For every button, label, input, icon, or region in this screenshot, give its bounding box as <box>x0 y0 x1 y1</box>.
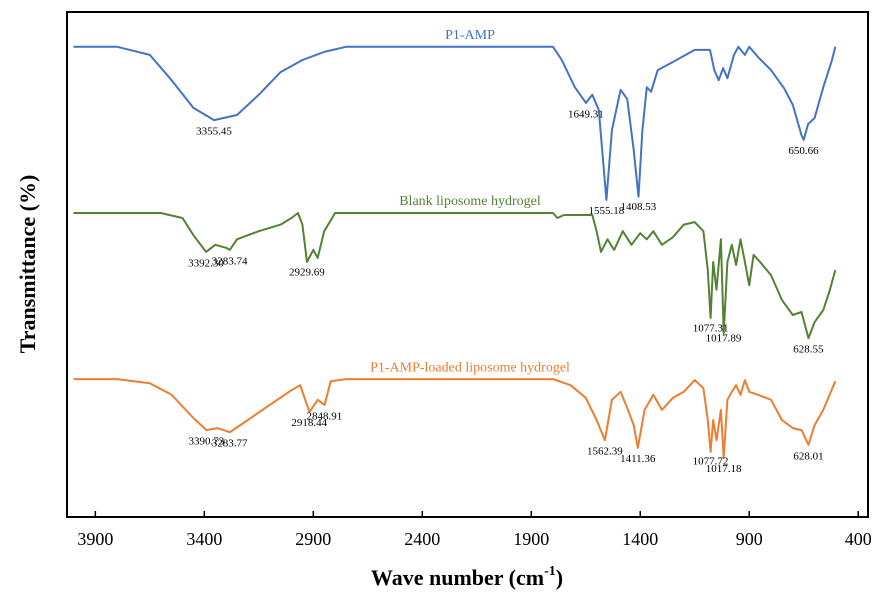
peak-label: 2848.91 <box>307 410 343 422</box>
peak-label: 3283.74 <box>212 255 248 267</box>
spectrum-line <box>73 378 837 459</box>
peak-label: 3355.45 <box>196 126 232 138</box>
plot-frame <box>66 11 869 518</box>
peak-label: 3390.73 <box>188 436 224 448</box>
spectrum-line <box>73 45 837 201</box>
peak-label: 2918.44 <box>291 417 327 429</box>
y-axis-label: Transmittance (%) <box>15 175 40 354</box>
peak-label: 628.01 <box>793 450 823 462</box>
peak-label: 1562.39 <box>587 446 623 458</box>
x-tick-label: 900 <box>736 529 763 549</box>
peak-label: 1077.31 <box>693 322 729 334</box>
series-label: P1-AMP <box>445 28 495 43</box>
peak-label: 3392.30 <box>188 257 224 269</box>
x-tick-label: 2400 <box>404 529 440 549</box>
peak-label: 1555.18 <box>589 205 625 217</box>
x-label-end: ) <box>556 565 563 590</box>
peak-label: 1408.53 <box>620 201 656 213</box>
peak-label: 3283.77 <box>212 438 248 450</box>
x-tick-label: 1900 <box>513 529 549 549</box>
x-label-text: Wave number (cm <box>371 565 544 590</box>
peak-label: 2929.69 <box>289 266 325 278</box>
x-tick-label: 3400 <box>186 529 222 549</box>
peak-label: 1649.31 <box>568 108 604 120</box>
x-tick-label: 3900 <box>77 529 113 549</box>
peak-label: 1017.89 <box>706 332 742 344</box>
x-axis-label: Wave number (cm-1) <box>371 564 563 590</box>
peak-label: 650.66 <box>788 145 819 157</box>
series-label: P1-AMP-loaded liposome hydrogel <box>370 360 570 375</box>
peak-label: 1077.72 <box>693 456 729 468</box>
peak-label: 628.55 <box>793 343 824 355</box>
peak-label: 1017.18 <box>706 463 742 475</box>
series-label: Blank liposome hydrogel <box>399 194 541 209</box>
peak-label: 1411.36 <box>620 453 656 465</box>
x-tick-label: 2900 <box>295 529 331 549</box>
x-label-sup: -1 <box>544 564 556 579</box>
spectrum-line <box>73 212 837 340</box>
x-tick-label: 1400 <box>622 529 658 549</box>
x-tick-label: 400 <box>845 529 872 549</box>
